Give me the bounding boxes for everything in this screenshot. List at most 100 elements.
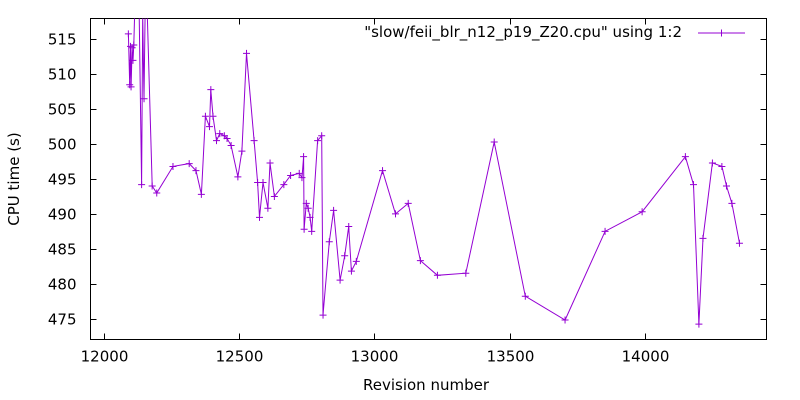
data-point-marker xyxy=(404,199,412,207)
data-point-marker xyxy=(205,123,213,131)
data-point-marker xyxy=(318,132,326,140)
y-tick-label: 490 xyxy=(48,206,77,224)
data-point-marker xyxy=(238,147,246,155)
data-point-marker xyxy=(216,130,224,138)
data-point-marker xyxy=(722,182,730,190)
y-tick-label: 510 xyxy=(48,66,77,84)
data-point-marker xyxy=(330,206,338,214)
x-tick-label: 13500 xyxy=(487,348,535,366)
data-point-marker xyxy=(259,178,267,186)
y-tick-label: 485 xyxy=(48,241,77,259)
data-point-marker xyxy=(341,252,349,260)
data-point-marker xyxy=(266,159,274,167)
data-point-marker xyxy=(735,239,743,247)
y-tick-label: 505 xyxy=(48,101,77,119)
data-point-marker xyxy=(256,213,263,221)
data-point-marker xyxy=(345,222,353,230)
data-point-marker xyxy=(638,208,646,216)
data-point-marker xyxy=(728,199,736,207)
x-axis-ticks: 12000 12500 13000 13500 14000 xyxy=(81,18,670,366)
data-point-marker xyxy=(392,210,400,218)
data-point-marker xyxy=(308,227,316,235)
data-point-marker xyxy=(325,238,333,246)
data-point-marker xyxy=(695,320,703,328)
data-point-marker xyxy=(142,18,144,19)
data-point-marker xyxy=(243,49,251,57)
x-tick-label: 14000 xyxy=(622,348,670,366)
data-point-marker xyxy=(295,169,303,177)
x-axis-title: Revision number xyxy=(363,376,490,394)
data-point-marker xyxy=(264,204,272,212)
data-point-marker xyxy=(416,257,424,265)
data-point-marker xyxy=(302,199,310,207)
data-point-marker xyxy=(227,142,235,150)
data-point-marker xyxy=(433,271,441,279)
data-point-marker xyxy=(138,181,146,189)
data-point-marker xyxy=(347,267,355,275)
data-point-marker xyxy=(207,86,215,94)
data-point-marker xyxy=(148,182,156,190)
data-point-marker xyxy=(490,138,498,146)
data-point-marker xyxy=(185,160,193,168)
data-point-marker xyxy=(250,137,258,145)
legend-swatch-marker xyxy=(718,29,725,37)
data-point-marker xyxy=(138,18,140,19)
data-point-marker xyxy=(314,137,322,145)
data-point-marker xyxy=(169,162,177,170)
data-point-marker xyxy=(718,162,726,170)
data-point-marker xyxy=(561,316,569,324)
data-point-marker xyxy=(201,112,209,120)
data-point-marker xyxy=(192,167,200,175)
data-point-marker xyxy=(352,257,360,265)
data-point-marker xyxy=(699,234,707,242)
data-point-marker xyxy=(140,95,148,103)
data-point-marker xyxy=(127,42,135,50)
data-point-marker xyxy=(234,173,242,181)
x-tick-label: 12000 xyxy=(81,348,129,366)
y-tick-label: 495 xyxy=(48,171,77,189)
data-point-marker xyxy=(319,311,327,319)
x-tick-label: 12500 xyxy=(216,348,264,366)
data-point-marker xyxy=(124,30,132,38)
data-point-marker xyxy=(127,83,135,91)
data-point-marker xyxy=(298,174,306,182)
data-point-marker xyxy=(213,137,221,145)
data-point-marker xyxy=(689,181,697,189)
series-line xyxy=(127,18,740,325)
data-point-marker xyxy=(336,276,344,284)
series-layer xyxy=(124,18,743,328)
data-point-marker xyxy=(280,181,288,189)
data-point-marker xyxy=(708,159,716,167)
data-point-marker xyxy=(197,190,205,198)
data-point-marker xyxy=(300,153,308,161)
plot-frame xyxy=(90,18,767,340)
data-point-marker xyxy=(130,41,138,49)
data-point-marker xyxy=(209,112,217,120)
y-tick-label: 515 xyxy=(48,31,77,49)
y-axis-title: CPU time (s) xyxy=(5,132,23,225)
data-point-marker xyxy=(146,18,148,19)
data-point-marker xyxy=(521,292,529,300)
x-tick-label: 13000 xyxy=(351,348,399,366)
data-point-marker xyxy=(144,18,146,19)
data-point-marker xyxy=(129,56,137,64)
data-point-marker xyxy=(287,172,295,180)
data-point-marker xyxy=(379,167,387,175)
data-point-marker xyxy=(306,213,314,221)
y-tick-label: 480 xyxy=(48,276,77,294)
data-point-marker xyxy=(134,18,136,19)
series-group xyxy=(124,18,743,328)
data-point-marker xyxy=(153,189,161,197)
data-point-marker xyxy=(270,192,278,200)
legend-label: "slow/feii_blr_n12_p19_Z20.cpu" using 1:… xyxy=(364,23,682,42)
data-point-marker xyxy=(304,204,312,212)
data-point-marker xyxy=(601,227,609,235)
legend: "slow/feii_blr_n12_p19_Z20.cpu" using 1:… xyxy=(364,23,745,42)
data-point-marker xyxy=(300,225,308,233)
data-point-marker xyxy=(462,269,470,277)
y-tick-label: 475 xyxy=(48,311,77,329)
data-point-marker xyxy=(223,135,231,143)
y-axis-ticks: 475 480 485 490 495 500 505 510 515 xyxy=(48,31,767,329)
data-point-marker xyxy=(135,18,137,19)
